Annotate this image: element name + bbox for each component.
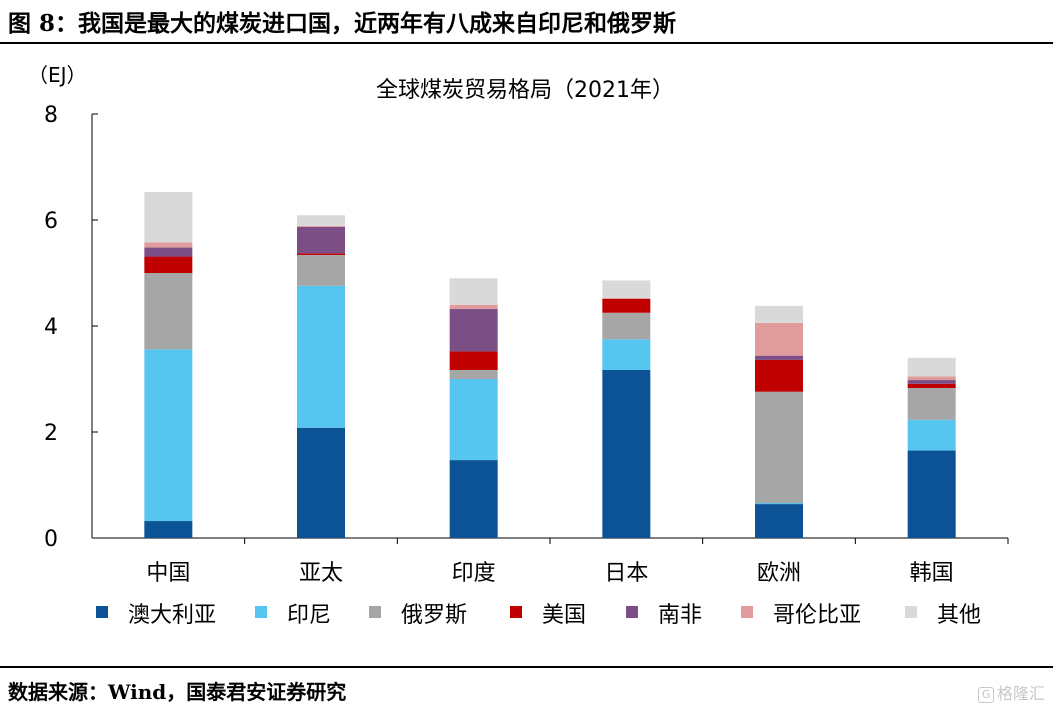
bar-segment bbox=[297, 285, 345, 428]
legend-label: 美国 bbox=[542, 603, 586, 628]
bar-segment bbox=[602, 297, 651, 299]
bar-segment bbox=[144, 256, 193, 273]
bar-segment bbox=[755, 305, 803, 323]
chart-title: 全球煤炭贸易格局（2021年） bbox=[376, 78, 674, 103]
bar-segment bbox=[907, 450, 956, 538]
bar-segment bbox=[297, 427, 345, 538]
watermark: G 格隆汇 bbox=[977, 680, 1045, 704]
legend-swatch bbox=[510, 606, 522, 618]
figure-title: 图 8：我国是最大的煤炭进口国，近两年有八成来自印尼和俄罗斯 bbox=[8, 10, 677, 37]
bar-segment bbox=[755, 391, 803, 504]
bar-segment bbox=[907, 357, 956, 377]
bar-segment bbox=[449, 369, 498, 379]
axes: 0 2 4 6 8 中国 亚太 印度 日本 欧洲 韩国 bbox=[44, 103, 1009, 586]
watermark-text: 格隆汇 bbox=[996, 684, 1045, 703]
bar-segment bbox=[907, 419, 956, 451]
data-source: 数据来源：Wind，国泰君安证券研究 bbox=[8, 680, 347, 704]
bar-segment bbox=[144, 191, 193, 243]
bar-segment bbox=[297, 253, 345, 255]
legend-swatch bbox=[626, 606, 638, 618]
bar-segment bbox=[755, 503, 803, 505]
bar-segment bbox=[602, 369, 651, 538]
legend-swatch bbox=[741, 606, 753, 618]
legend-swatch bbox=[369, 606, 381, 618]
legend-label: 印尼 bbox=[287, 603, 331, 628]
bars-group bbox=[144, 191, 956, 538]
legend-swatch bbox=[255, 606, 267, 618]
x-category-label: 亚太 bbox=[299, 561, 343, 586]
bar-segment bbox=[297, 254, 345, 286]
bar-segment bbox=[907, 388, 956, 420]
bar-segment bbox=[449, 278, 498, 305]
y-tick-label: 2 bbox=[44, 421, 58, 446]
y-axis-unit-label: （EJ） bbox=[28, 63, 87, 87]
bar-segment bbox=[144, 349, 193, 522]
bar-segment bbox=[144, 521, 193, 538]
bar-segment bbox=[602, 298, 651, 313]
bar-segment bbox=[144, 247, 193, 257]
bar-segment bbox=[449, 379, 498, 461]
legend-label: 其他 bbox=[937, 603, 981, 628]
x-category-label: 印度 bbox=[452, 561, 496, 586]
x-category-label: 日本 bbox=[604, 561, 648, 586]
bar-segment bbox=[297, 226, 345, 254]
y-tick-label: 8 bbox=[44, 103, 58, 128]
x-category-label: 中国 bbox=[146, 561, 190, 586]
x-category-label: 韩国 bbox=[910, 561, 954, 586]
stacked-bar-chart: 全球煤炭贸易格局（2021年） （EJ） 0 2 4 6 8 中国 亚太 印度 日本 欧洲 韩国 澳… bbox=[28, 63, 1009, 628]
top-rule bbox=[0, 42, 1053, 44]
legend-swatch bbox=[905, 606, 917, 618]
bar-segment bbox=[602, 312, 651, 340]
legend-label: 哥伦比亚 bbox=[773, 603, 861, 628]
x-category-label: 欧洲 bbox=[757, 561, 801, 586]
y-tick-label: 0 bbox=[44, 527, 58, 552]
bar-segment bbox=[449, 351, 498, 370]
bar-segment bbox=[297, 215, 345, 226]
legend: 澳大利亚 印尼 俄罗斯 美国 南非 哥伦比亚 其他 bbox=[96, 603, 981, 628]
bottom-rule bbox=[0, 666, 1053, 668]
bar-segment bbox=[907, 383, 956, 389]
bar-segment bbox=[602, 280, 651, 298]
bar-segment bbox=[755, 504, 803, 538]
bar-segment bbox=[907, 380, 956, 384]
bar-segment bbox=[755, 355, 803, 360]
legend-label: 澳大利亚 bbox=[128, 603, 216, 628]
y-tick-label: 4 bbox=[44, 315, 58, 340]
bar-segment bbox=[755, 322, 803, 356]
bar-segment bbox=[907, 376, 956, 381]
y-tick-label: 6 bbox=[44, 209, 58, 234]
bar-segment bbox=[602, 339, 651, 370]
bar-segment bbox=[144, 273, 193, 350]
bar-segment bbox=[449, 309, 498, 352]
bar-segment bbox=[297, 225, 345, 227]
bar-segment bbox=[755, 359, 803, 392]
watermark-logo-icon: G bbox=[977, 686, 994, 703]
bar-segment bbox=[144, 242, 193, 248]
legend-swatch bbox=[96, 606, 108, 618]
legend-label: 俄罗斯 bbox=[401, 603, 467, 628]
bar-segment bbox=[449, 460, 498, 538]
bar-segment bbox=[449, 304, 498, 310]
legend-label: 南非 bbox=[658, 603, 702, 628]
